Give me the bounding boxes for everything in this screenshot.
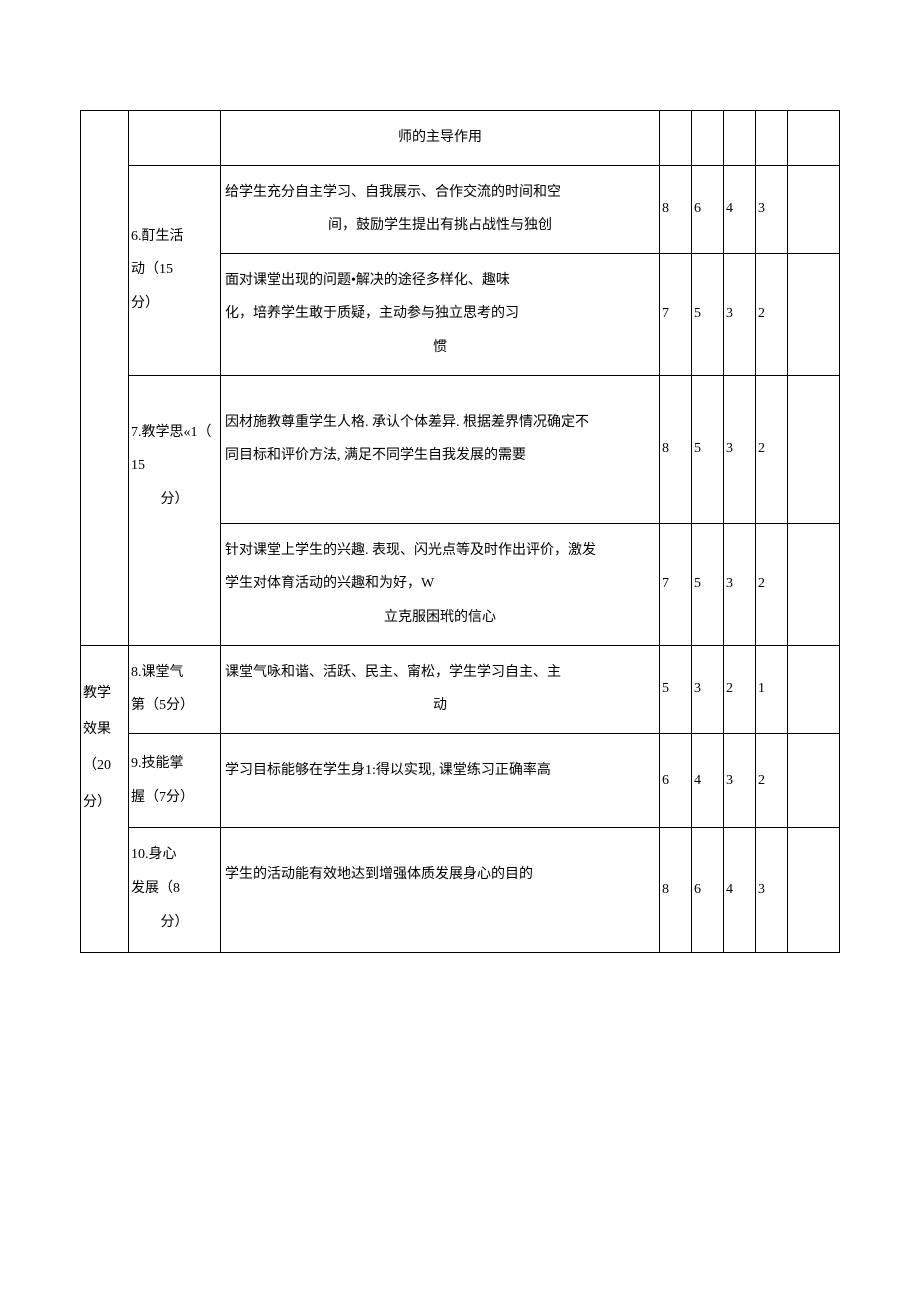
desc-cell: 针对课堂上学生的兴趣. 表现、闪光点等及时作出评价，激发 学生对体育活动的兴趣和… [221, 523, 660, 645]
score-cell [692, 111, 724, 166]
score-cell: 5 [692, 523, 724, 645]
item-text: 握（7分） [131, 781, 218, 815]
blank-cell [788, 253, 840, 375]
score-cell: 8 [660, 375, 692, 523]
item-cell: 10.身心 发展（8 分） [129, 828, 221, 953]
table-row: 10.身心 发展（8 分） 学生的活动能有效地达到增强体质发展身心的目的 8 6… [81, 828, 840, 953]
score-cell: 2 [756, 253, 788, 375]
evaluation-table: 师的主导作用 6.酊生活 动（15 分） 给学生充分自主学习、自我展示、合作交流… [80, 110, 840, 953]
desc-text: 因材施教尊重学生人格. 承认个体差异. 根据差界情况确定不 [225, 415, 589, 430]
desc-cell: 学生的活动能有效地达到增强体质发展身心的目的 [221, 828, 660, 953]
item-text: 分） [131, 483, 218, 517]
score-cell: 3 [756, 828, 788, 953]
desc-text: 给学生充分自主学习、自我展示、合作交流的时间和空 [225, 185, 561, 200]
item-cell: 6.酊生活 动（15 分） [129, 165, 221, 375]
table-row: 师的主导作用 [81, 111, 840, 166]
desc-text: 学生对体育活动的兴趣和为好，W [225, 576, 434, 591]
category-cell [81, 111, 129, 646]
item-cell: 8.课堂气 第（5分） [129, 645, 221, 733]
desc-text: 立克服困玳的信心 [225, 601, 655, 635]
document-page: 师的主导作用 6.酊生活 动（15 分） 给学生充分自主学习、自我展示、合作交流… [0, 0, 920, 1301]
score-cell [756, 111, 788, 166]
item-cell [129, 111, 221, 166]
blank-cell [788, 111, 840, 166]
blank-cell [788, 165, 840, 253]
desc-cell: 面对课堂出现的问题•解决的途径多样化、趣味 化，培养学生敢于质疑，主动参与独立思… [221, 253, 660, 375]
score-cell: 6 [692, 165, 724, 253]
desc-text: 同目标和评价方法, 满足不同学生自我发展的需要 [225, 448, 526, 463]
score-cell: 8 [660, 165, 692, 253]
desc-cell: 给学生充分自主学习、自我展示、合作交流的时间和空 间，鼓励学生提出有挑占战性与独… [221, 165, 660, 253]
item-text: 发展（8 [131, 872, 218, 906]
item-text: 动（15 [131, 253, 218, 287]
score-cell [660, 111, 692, 166]
blank-cell [788, 733, 840, 828]
score-cell: 2 [756, 523, 788, 645]
desc-text: 面对课堂出现的问题•解决的途径多样化、趣味 [225, 273, 510, 288]
desc-cell: 课堂气咏和谐、活跃、民主、甯松，学生学习自主、主 动 [221, 645, 660, 733]
category-cell: 教学 效果 （20 分） [81, 645, 129, 952]
score-cell: 7 [660, 253, 692, 375]
score-cell: 6 [692, 828, 724, 953]
item-text: 10.身心 [131, 838, 218, 872]
category-text: 分） [83, 785, 126, 821]
desc-cell: 师的主导作用 [221, 111, 660, 166]
blank-cell [788, 375, 840, 523]
table-row: 9.技能掌 握（7分） 学习目标能够在学生身1:得以实现, 课堂练习正确率高 6… [81, 733, 840, 828]
table-row: 教学 效果 （20 分） 8.课堂气 第（5分） 课堂气咏和谐、活跃、民主、甯松… [81, 645, 840, 733]
score-cell: 3 [724, 375, 756, 523]
score-cell: 5 [660, 645, 692, 733]
score-cell: 3 [756, 165, 788, 253]
item-text: 15 [131, 449, 218, 483]
table-row: 7.教学思«1（ 15 分） 因材施教尊重学生人格. 承认个体差异. 根据差界情… [81, 375, 840, 523]
item-text: 8.课堂气 [131, 656, 218, 690]
item-text: 6.酊生活 [131, 220, 218, 254]
item-text: 9.技能掌 [131, 747, 218, 781]
desc-cell: 学习目标能够在学生身1:得以实现, 课堂练习正确率高 [221, 733, 660, 828]
item-text: 7.教学思«1（ [131, 416, 218, 450]
item-text: 第（5分） [131, 689, 218, 723]
blank-cell [788, 523, 840, 645]
desc-text: 课堂气咏和谐、活跃、民主、甯松，学生学习自主、主 [225, 665, 561, 680]
score-cell: 4 [724, 165, 756, 253]
category-text: 教学 [83, 676, 126, 712]
desc-cell: 因材施教尊重学生人格. 承认个体差异. 根据差界情况确定不 同目标和评价方法, … [221, 375, 660, 523]
score-cell: 6 [660, 733, 692, 828]
score-cell: 5 [692, 375, 724, 523]
category-text: （20 [83, 748, 126, 784]
desc-text: 化，培养学生敢于质疑，主动参与独立思考的习 [225, 306, 519, 321]
score-cell: 8 [660, 828, 692, 953]
score-cell: 3 [724, 253, 756, 375]
score-cell: 3 [724, 733, 756, 828]
desc-text: 学习目标能够在学生身1:得以实现, 课堂练习正确率高 [225, 763, 551, 778]
desc-text: 动 [225, 689, 655, 723]
item-cell: 7.教学思«1（ 15 分） [129, 375, 221, 645]
category-text: 效果 [83, 712, 126, 748]
item-cell: 9.技能掌 握（7分） [129, 733, 221, 828]
score-cell: 4 [724, 828, 756, 953]
item-text: 分） [131, 287, 218, 321]
desc-text: 惯 [225, 331, 655, 365]
score-cell: 5 [692, 253, 724, 375]
score-cell: 7 [660, 523, 692, 645]
blank-cell [788, 645, 840, 733]
score-cell [724, 111, 756, 166]
blank-cell [788, 828, 840, 953]
desc-text: 间，鼓励学生提出有挑占战性与独创 [225, 209, 655, 243]
score-cell: 2 [756, 733, 788, 828]
score-cell: 1 [756, 645, 788, 733]
score-cell: 4 [692, 733, 724, 828]
desc-text: 师的主导作用 [225, 121, 655, 155]
score-cell: 3 [692, 645, 724, 733]
table-row: 6.酊生活 动（15 分） 给学生充分自主学习、自我展示、合作交流的时间和空 间… [81, 165, 840, 253]
score-cell: 2 [756, 375, 788, 523]
score-cell: 3 [724, 523, 756, 645]
item-text: 分） [131, 906, 218, 940]
score-cell: 2 [724, 645, 756, 733]
desc-text: 学生的活动能有效地达到增强体质发展身心的目的 [225, 867, 533, 882]
desc-text: 针对课堂上学生的兴趣. 表现、闪光点等及时作出评价，激发 [225, 543, 596, 558]
